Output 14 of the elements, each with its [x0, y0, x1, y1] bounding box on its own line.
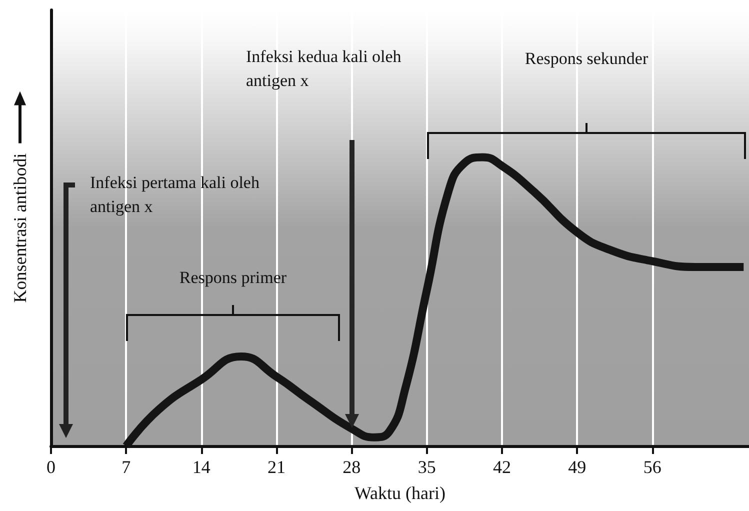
x-tick-label: 0 [46, 457, 56, 477]
x-tick-label: 49 [568, 457, 586, 477]
x-axis-title: Waktu (hari) [354, 483, 446, 503]
text: Infeksi kedua kali oleh antigen x [246, 47, 402, 90]
x-tick-label: 14 [192, 457, 210, 477]
y-axis-title: Konsentrasi antibodi [10, 153, 30, 303]
x-tick-label: 28 [342, 457, 361, 477]
x-tick-label: 21 [268, 457, 286, 477]
annotation: Infeksi pertama kali oleh antigen x [90, 173, 260, 216]
x-tick-label: 35 [418, 457, 436, 477]
x-tick-label: 7 [122, 457, 131, 477]
x-tick-label: 42 [493, 457, 512, 477]
text: Respons sekunder [524, 49, 648, 68]
x-tick-label: 56 [643, 457, 662, 477]
